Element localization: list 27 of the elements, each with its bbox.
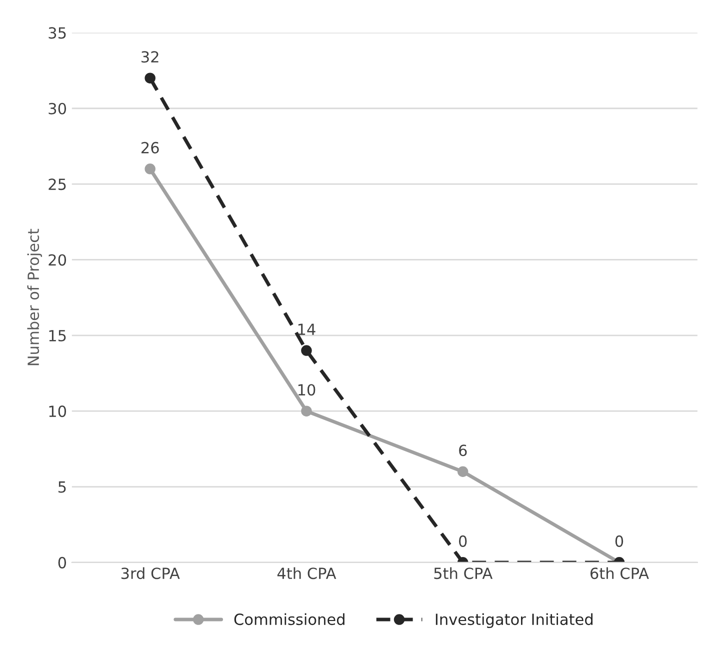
y-tick-label: 30 — [48, 102, 66, 114]
data-label: 0 — [459, 535, 467, 547]
point — [457, 466, 468, 478]
y-tick-label: 25 — [48, 178, 66, 190]
data-label: 32 — [142, 51, 158, 63]
x-tick-label: 6th CPA — [590, 567, 649, 580]
x-tick-label: 4th CPA — [277, 567, 336, 580]
y-tick-label: 10 — [49, 406, 66, 418]
data-label: 26 — [141, 142, 159, 154]
y-tick-label: 15 — [49, 330, 66, 342]
data-label: 14 — [298, 324, 316, 335]
data-label: 10 — [298, 384, 316, 396]
point — [301, 345, 312, 356]
x-tick-label: 3rd CPA — [121, 567, 180, 580]
point — [144, 72, 156, 84]
point — [301, 406, 312, 416]
y-axis-title: Number of Project — [27, 228, 42, 366]
y-tick-label: 5 — [58, 481, 66, 493]
legend-label: Commissioned — [234, 613, 344, 626]
point — [144, 164, 156, 174]
data-label: 0 — [615, 535, 624, 547]
legend-label: Investigator Initiated — [436, 613, 593, 628]
y-tick-label: 0 — [58, 556, 66, 568]
x-tick-label: 5th CPA — [434, 567, 493, 580]
y-tick-label: 35 — [48, 27, 66, 39]
y-tick-label: 20 — [48, 254, 66, 266]
data-label: 6 — [459, 444, 467, 456]
